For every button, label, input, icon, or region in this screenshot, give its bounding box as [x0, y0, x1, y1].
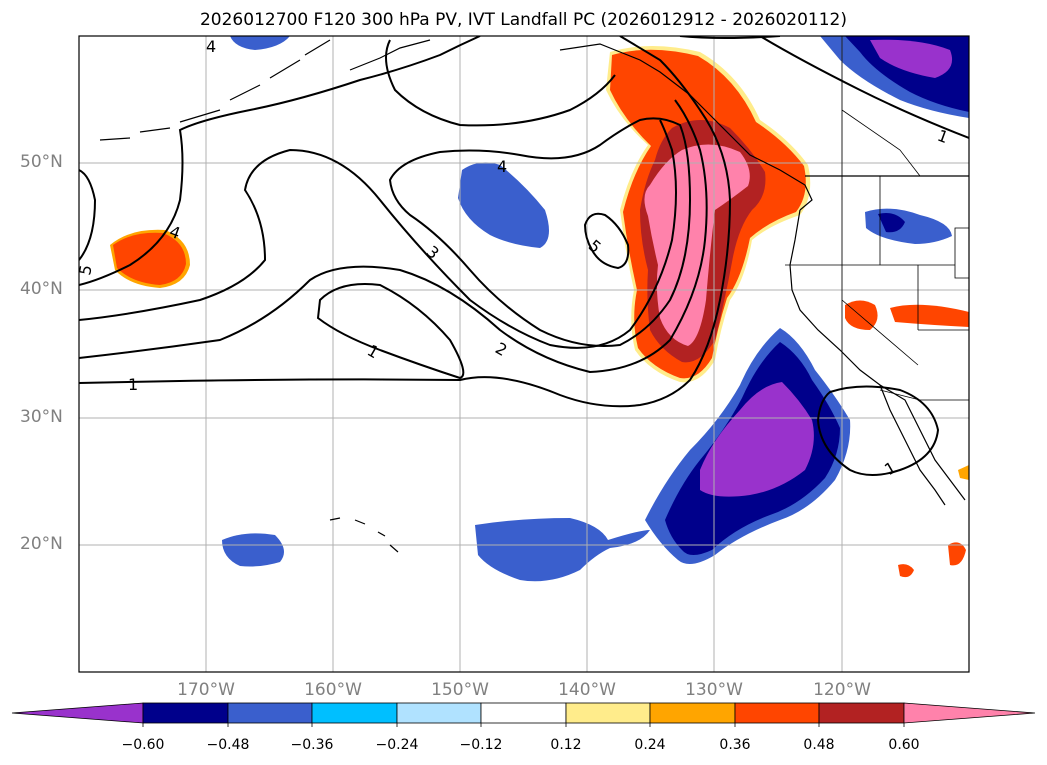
colorbar-tick-label: 0.36: [719, 737, 751, 753]
contour-5: [583, 212, 630, 270]
colorbar-extend-low: [11, 702, 144, 724]
lon-label-160w: 160°W: [304, 680, 362, 700]
negative-patch-hawaii-west: [222, 533, 284, 567]
positive-patch-west-inner: [113, 232, 186, 285]
positive-patch-mexico2: [898, 564, 914, 578]
lat-label-40n: 40°N: [20, 279, 63, 299]
contour-north: [385, 36, 781, 127]
colorbar-tick-label: −0.48: [206, 737, 250, 753]
colorbar-tick-label: 0.48: [803, 737, 835, 753]
lon-label-120w: 120°W: [813, 680, 871, 700]
colorbar-tick-label: 0.24: [634, 737, 666, 753]
lat-label-20n: 20°N: [20, 534, 63, 554]
lon-label-150w: 150°W: [431, 680, 489, 700]
contour-4-center: [388, 117, 692, 347]
positive-patch-east: [958, 465, 969, 480]
negative-patch-south: [475, 518, 650, 582]
ivt-shading: [110, 36, 969, 582]
contour-3: [79, 119, 677, 349]
positive-patch-sw: [890, 304, 969, 327]
aleutian-islands: [99, 39, 331, 141]
lon-label-140w: 140°W: [558, 680, 616, 700]
us-west-coast: [789, 209, 966, 501]
colorbar-bin: [396, 702, 482, 724]
colorbar-bin: [142, 702, 229, 724]
negative-patch-idaho-dark: [878, 213, 905, 233]
colorbar-tick-label: 0.12: [550, 737, 582, 753]
alaska-coast: [349, 39, 813, 211]
negative-patch-idaho: [865, 208, 952, 244]
lon-label-130w: 130°W: [685, 680, 743, 700]
contour-2: [79, 99, 708, 374]
colorbar-bin: [311, 702, 398, 724]
map-title: 2026012700 F120 300 hPa PV, IVT Landfall…: [199, 10, 847, 30]
colorbar-tick-label: −0.36: [290, 737, 334, 753]
colorbar-bin: [565, 702, 651, 724]
positive-patch-mexico1: [948, 542, 966, 566]
contour-ne: [759, 36, 969, 139]
colorbar-bin: [480, 702, 567, 724]
negative-patch-north-core: [870, 39, 953, 78]
lat-label-30n: 30°N: [20, 407, 63, 427]
us-state-borders: [785, 176, 969, 390]
canada-borders: [841, 36, 921, 177]
mexico-border: [879, 389, 969, 401]
hawaii-islands: [329, 517, 399, 553]
contour-label: 2: [492, 339, 510, 361]
lon-label-170w: 170°W: [177, 680, 235, 700]
colorbar-bin: [734, 702, 820, 724]
contour-label: 4: [497, 157, 507, 176]
contour-far-west: [79, 169, 97, 261]
contour-4: [79, 36, 481, 286]
contour-1-east: [816, 385, 940, 476]
negative-patch-subtropical-core: [700, 382, 814, 497]
colorbar-tick-label: −0.60: [121, 737, 165, 753]
contour-label: 3: [423, 242, 443, 263]
pv-contours: [79, 36, 969, 476]
contour-label: 5: [75, 263, 95, 276]
colorbar-tick-label: 0.60: [888, 737, 920, 753]
colorbar-bin: [649, 702, 736, 724]
colorbar: [11, 702, 1036, 727]
contour-1-south: [79, 36, 732, 408]
negative-patch-top-left: [230, 36, 290, 50]
contour-label: 1: [881, 458, 899, 480]
baja-california: [879, 384, 946, 506]
colorbar-tick-label: −0.12: [459, 737, 503, 753]
negative-patch-central: [458, 162, 549, 248]
contour-label: 1: [128, 375, 138, 394]
coastlines: [99, 36, 969, 553]
contour-label: 1: [935, 126, 951, 147]
colorbar-bin: [818, 702, 905, 724]
contour-label: 4: [206, 37, 216, 56]
positive-plume-pink: [644, 144, 750, 346]
colorbar-tick-label: −0.24: [375, 737, 419, 753]
positive-patch-ca: [845, 300, 878, 330]
colorbar-extend-high: [903, 702, 1036, 724]
lat-label-50n: 50°N: [20, 152, 63, 172]
contour-1-inner: [316, 283, 465, 380]
map-frame: [78, 35, 970, 673]
colorbar-bin: [227, 702, 313, 724]
